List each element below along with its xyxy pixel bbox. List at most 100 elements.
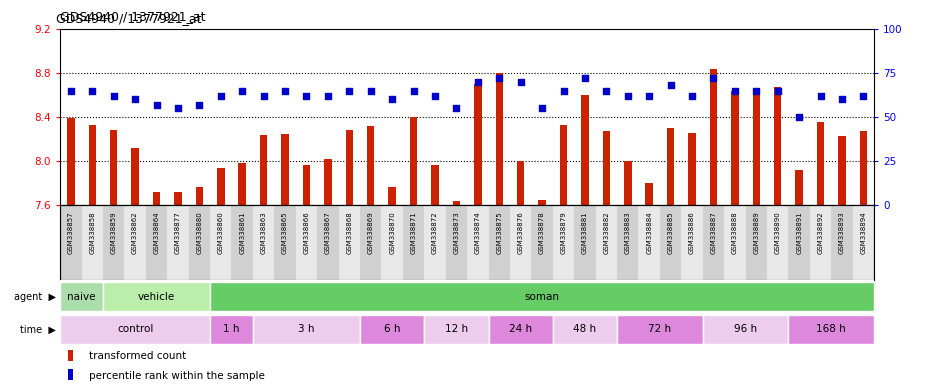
Bar [174, 192, 181, 205]
Bar [110, 131, 117, 205]
Text: GSM338878: GSM338878 [539, 212, 545, 254]
Text: GSM338883: GSM338883 [624, 212, 631, 254]
Bar [146, 205, 167, 280]
Text: naive: naive [68, 291, 96, 302]
Text: GSM338863: GSM338863 [261, 212, 266, 254]
Bar [688, 132, 696, 205]
Text: GSM338894: GSM338894 [860, 212, 867, 254]
Bar [446, 205, 467, 280]
Bar [68, 118, 75, 205]
Bar [339, 205, 360, 280]
Point [320, 93, 335, 99]
Point [642, 93, 657, 99]
Bar [859, 131, 867, 205]
Text: GSM338887: GSM338887 [710, 212, 717, 254]
Text: GSM338893: GSM338893 [839, 212, 845, 254]
Text: 12 h: 12 h [445, 324, 468, 334]
Point [621, 93, 635, 99]
Text: 24 h: 24 h [509, 324, 532, 334]
Text: GSM338876: GSM338876 [518, 212, 524, 254]
Point [342, 88, 357, 94]
Point [149, 102, 164, 108]
Bar [724, 205, 746, 280]
Point [492, 75, 507, 81]
Text: GSM338889: GSM338889 [753, 212, 759, 254]
Point [706, 75, 721, 81]
Bar [452, 201, 460, 205]
Point [278, 88, 292, 94]
Text: GSM338862: GSM338862 [132, 212, 138, 254]
Bar [367, 126, 375, 205]
Point [406, 88, 421, 94]
Text: GSM338879: GSM338879 [561, 212, 566, 254]
Text: GDS4940 / 1377921_at: GDS4940 / 1377921_at [56, 12, 201, 25]
Bar [381, 205, 403, 280]
Bar [796, 170, 803, 205]
Point [471, 79, 486, 85]
Bar [103, 282, 210, 311]
Bar [68, 369, 73, 380]
Bar [703, 205, 724, 280]
Bar [817, 122, 824, 205]
Bar [746, 205, 767, 280]
Bar [131, 148, 139, 205]
Point [727, 88, 742, 94]
Text: GSM338886: GSM338886 [689, 212, 695, 254]
Bar [510, 205, 531, 280]
Text: transformed count: transformed count [89, 351, 186, 361]
Text: GDS4940 / 1377921_at: GDS4940 / 1377921_at [60, 10, 205, 23]
Bar [832, 205, 853, 280]
Bar [581, 95, 588, 205]
Point [749, 88, 764, 94]
Point [256, 93, 271, 99]
Bar [553, 205, 574, 280]
Text: 72 h: 72 h [648, 324, 672, 334]
Bar [646, 184, 653, 205]
Bar [538, 200, 546, 205]
Bar [774, 87, 782, 205]
Text: GSM338877: GSM338877 [175, 212, 181, 254]
Text: GSM338858: GSM338858 [89, 212, 95, 254]
Text: percentile rank within the sample: percentile rank within the sample [89, 371, 265, 381]
Bar [425, 205, 446, 280]
Text: GSM338865: GSM338865 [282, 212, 288, 254]
Text: 48 h: 48 h [574, 324, 597, 334]
Bar [360, 314, 425, 344]
Point [813, 93, 828, 99]
Bar [638, 205, 660, 280]
Point [834, 96, 849, 103]
Point [684, 93, 699, 99]
Bar [189, 205, 210, 280]
Text: 3 h: 3 h [298, 324, 315, 334]
Bar [602, 131, 611, 205]
Bar [496, 73, 503, 205]
Bar [838, 136, 845, 205]
Text: GSM338872: GSM338872 [432, 212, 438, 254]
Bar [210, 282, 874, 311]
Bar [296, 205, 317, 280]
Bar [388, 187, 396, 205]
Bar [660, 205, 682, 280]
Point [385, 96, 400, 103]
Text: GSM338892: GSM338892 [818, 212, 823, 254]
Bar [167, 205, 189, 280]
Bar [253, 205, 275, 280]
Point [771, 88, 785, 94]
Bar [667, 128, 674, 205]
Bar [517, 161, 524, 205]
Bar [275, 205, 296, 280]
Point [214, 93, 228, 99]
Bar [574, 205, 596, 280]
Bar [431, 165, 438, 205]
Point [535, 105, 549, 111]
Point [792, 114, 807, 120]
Bar [810, 205, 832, 280]
Text: GSM338866: GSM338866 [303, 212, 310, 254]
Text: GSM338870: GSM338870 [389, 212, 395, 254]
Point [299, 93, 314, 99]
Text: time  ▶: time ▶ [19, 324, 56, 334]
Bar [410, 117, 417, 205]
Text: GSM338890: GSM338890 [775, 212, 781, 254]
Bar [68, 350, 73, 361]
Text: vehicle: vehicle [138, 291, 175, 302]
